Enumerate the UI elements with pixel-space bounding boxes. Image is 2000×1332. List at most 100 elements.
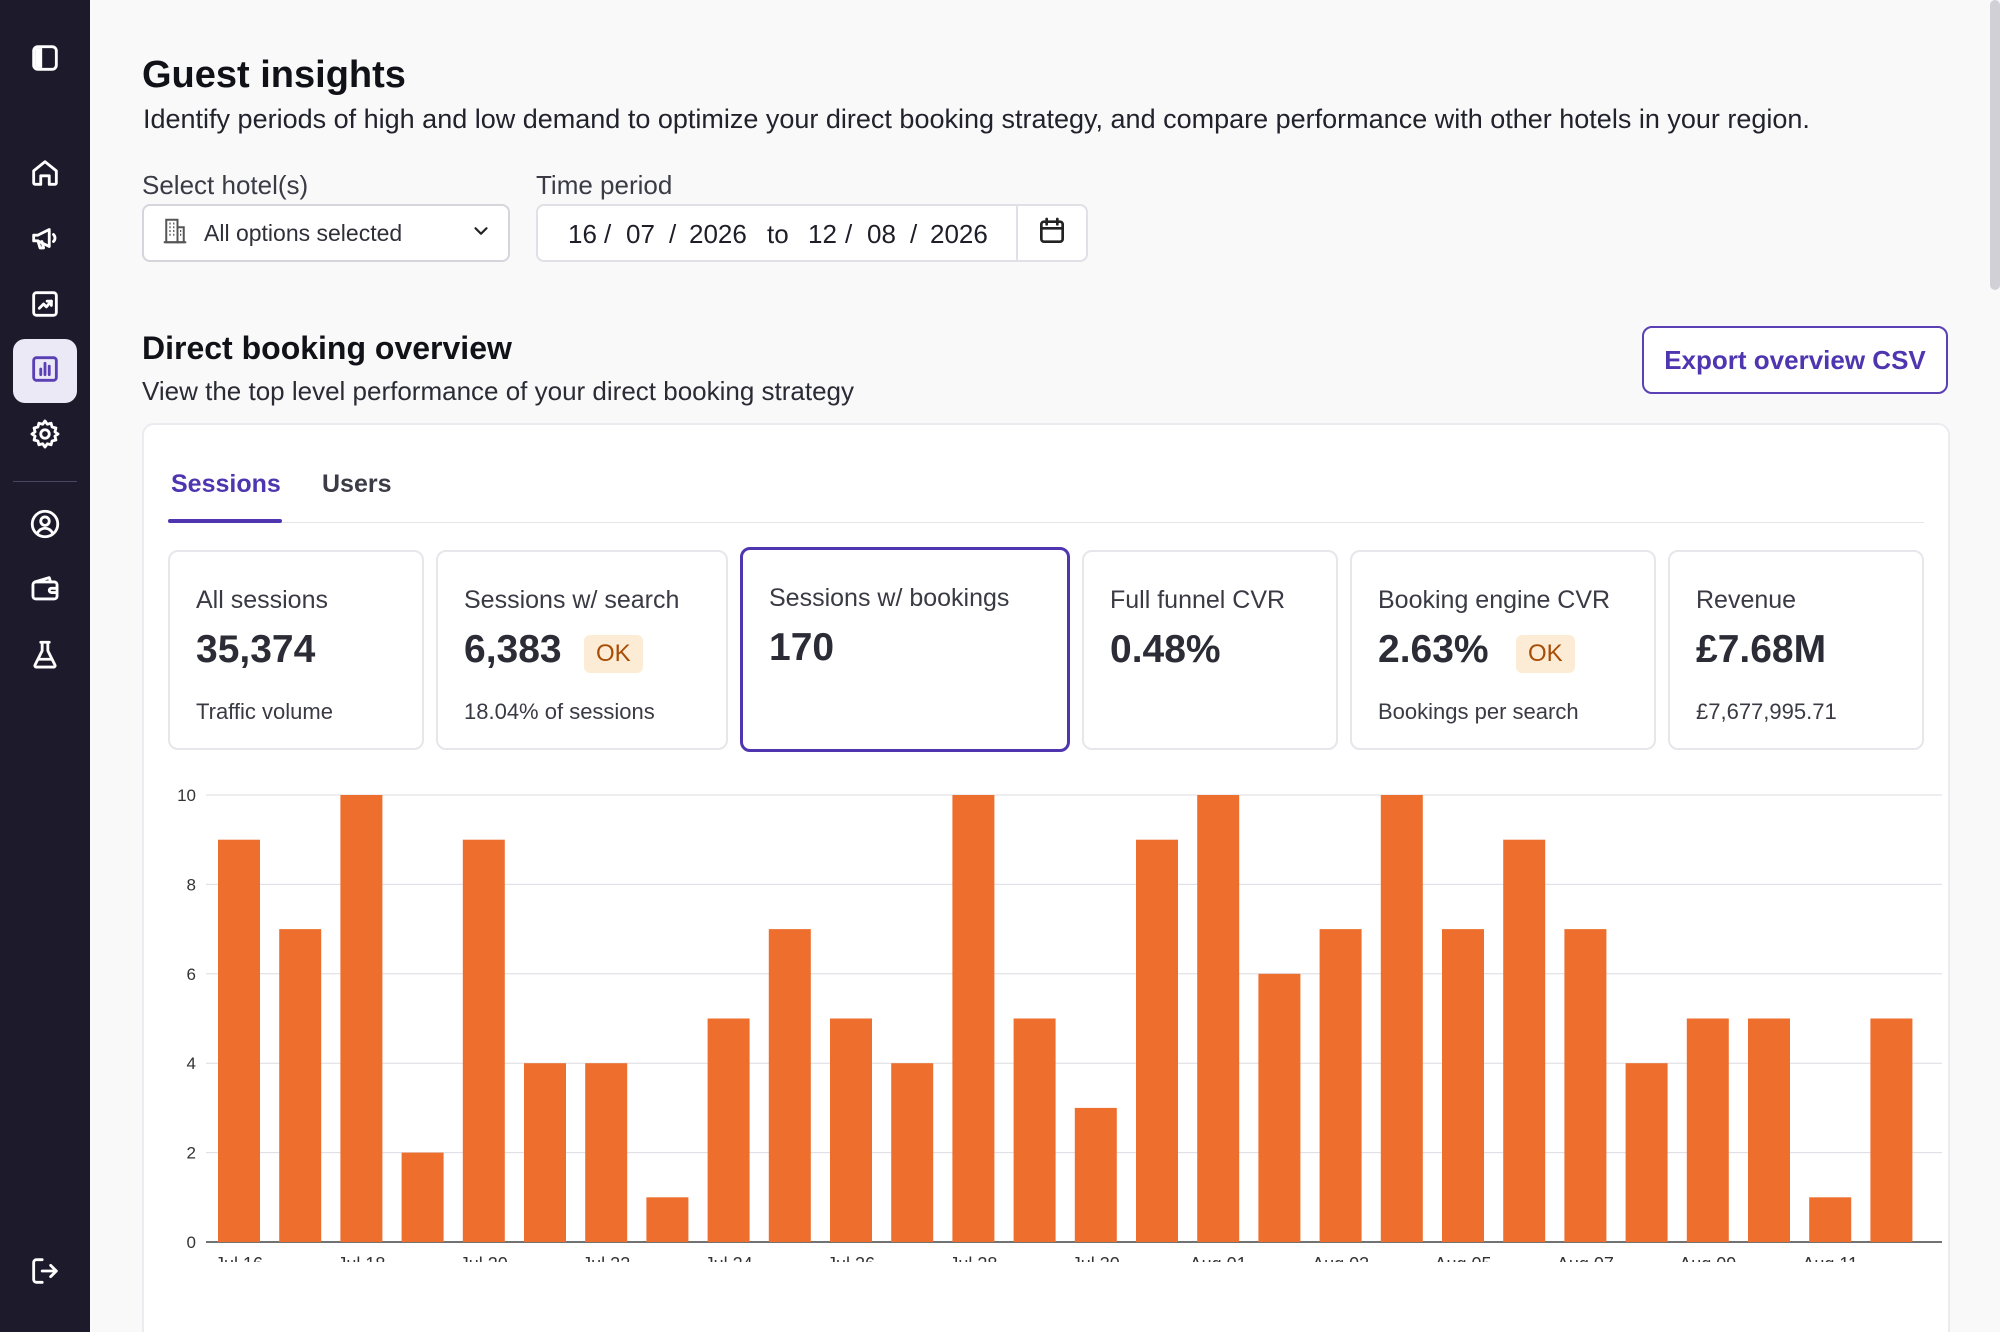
panel-left-icon	[28, 41, 62, 80]
start-year-field[interactable]: 2026	[689, 219, 747, 249]
bar[interactable]	[768, 929, 811, 1242]
bar[interactable]	[462, 839, 505, 1242]
sidebar	[0, 0, 90, 1332]
start-month-field[interactable]: 07	[626, 219, 655, 249]
x-tick-label: Jul 22	[582, 1254, 630, 1262]
sidebar-toggle-button[interactable]	[13, 28, 77, 92]
bar[interactable]	[1625, 1063, 1668, 1242]
bar[interactable]	[279, 929, 322, 1242]
metric-card-sessions-with-bookings[interactable]: Sessions w/ bookings 170	[740, 547, 1070, 752]
bar[interactable]	[952, 795, 995, 1242]
bar[interactable]	[1809, 1197, 1852, 1242]
bar[interactable]	[1748, 1018, 1790, 1243]
bar[interactable]	[891, 1063, 934, 1242]
bar[interactable]	[585, 1063, 628, 1242]
logout-icon	[28, 1254, 62, 1293]
megaphone-icon	[28, 221, 62, 260]
sidebar-item-settings[interactable]	[13, 404, 77, 468]
y-tick-label: 4	[187, 1054, 196, 1073]
bar[interactable]	[340, 795, 383, 1242]
metric-subtext: Traffic volume	[196, 699, 333, 724]
building-icon	[160, 216, 190, 251]
y-tick-label: 2	[187, 1144, 196, 1163]
metric-subtext: Bookings per search	[1378, 699, 1579, 724]
sidebar-item-wallet[interactable]	[13, 559, 77, 623]
tab-users[interactable]: Users	[322, 470, 392, 498]
bar[interactable]	[830, 1018, 872, 1243]
calendar-icon	[1036, 215, 1068, 252]
x-tick-label: Jul 26	[827, 1254, 875, 1262]
metric-label: Booking engine CVR	[1378, 586, 1611, 614]
bar[interactable]	[1136, 839, 1178, 1242]
sessions-bar-chart: 0 2 4 6 8 10 Jul 16 Jul 18 Jul 20 Jul 22 Jul 24 Jul…	[177, 786, 1942, 1262]
x-tick-label: Aug 11	[1802, 1254, 1858, 1262]
metric-card-booking-engine-cvr[interactable]: Booking engine CVR 2.63% OK Bookings per…	[1350, 550, 1656, 750]
end-year-field[interactable]: 2026	[930, 219, 988, 249]
bar[interactable]	[524, 1063, 566, 1242]
bar[interactable]	[1013, 1018, 1056, 1243]
page-title: Guest insights	[142, 54, 406, 96]
bar[interactable]	[646, 1197, 689, 1242]
bar-chart-icon	[28, 352, 62, 391]
bar[interactable]	[1074, 1107, 1117, 1242]
metric-card-full-funnel-cvr[interactable]: Full funnel CVR 0.48%	[1082, 550, 1338, 750]
bar[interactable]	[1258, 973, 1301, 1242]
bar[interactable]	[1503, 839, 1546, 1242]
section-subtitle: View the top level performance of your d…	[142, 376, 855, 406]
bar[interactable]	[1197, 795, 1240, 1242]
sidebar-item-trends[interactable]	[13, 274, 77, 338]
metric-value: 6,383	[464, 628, 562, 671]
overview-card: Sessions Users All sessions 35,374 Traff…	[142, 423, 1950, 1332]
metric-label: Sessions w/ search	[464, 586, 680, 614]
metric-card-all-sessions[interactable]: All sessions 35,374 Traffic volume	[168, 550, 424, 750]
active-tab-indicator	[168, 519, 282, 523]
logout-button[interactable]	[13, 1241, 77, 1305]
metric-card-sessions-with-search[interactable]: Sessions w/ search 6,383 OK 18.04% of se…	[436, 550, 728, 750]
x-tick-label: Jul 24	[705, 1254, 753, 1262]
bar[interactable]	[1319, 929, 1362, 1242]
scrollbar[interactable]	[1990, 0, 2000, 290]
hotel-select-label: Select hotel(s)	[142, 170, 309, 200]
status-badge: OK	[1516, 635, 1575, 673]
bar[interactable]	[707, 1018, 750, 1243]
metric-subtext: 18.04% of sessions	[464, 699, 655, 724]
start-day-field[interactable]: 16	[568, 219, 597, 249]
tabs-divider	[168, 522, 1924, 523]
end-month-field[interactable]: 08	[867, 219, 896, 249]
sidebar-item-experiments[interactable]	[13, 625, 77, 689]
x-tick-label: Jul 16	[215, 1254, 263, 1262]
sidebar-item-home[interactable]	[13, 143, 77, 207]
date-separator: /	[845, 219, 853, 249]
bar[interactable]	[1442, 929, 1484, 1242]
bar[interactable]	[218, 839, 260, 1242]
time-period-label: Time period	[536, 170, 673, 200]
metric-label: Revenue	[1696, 586, 1797, 614]
bar[interactable]	[1380, 795, 1423, 1242]
export-csv-button[interactable]: Export overview CSV	[1642, 326, 1948, 394]
metric-value: 0.48%	[1110, 628, 1221, 671]
hotel-select[interactable]: All options selected	[142, 204, 510, 262]
trending-chart-icon	[28, 287, 62, 326]
x-tick-label: Jul 28	[949, 1254, 997, 1262]
end-day-field[interactable]: 12	[808, 219, 837, 249]
x-tick-label: Jul 30	[1072, 1254, 1120, 1262]
sidebar-item-insights[interactable]	[13, 339, 77, 403]
gear-icon	[28, 417, 62, 456]
sidebar-item-campaigns[interactable]	[13, 208, 77, 272]
calendar-button[interactable]	[1016, 206, 1086, 260]
metric-label: All sessions	[196, 586, 328, 614]
bar[interactable]	[401, 1152, 444, 1242]
tab-sessions[interactable]: Sessions	[171, 470, 281, 498]
section-title: Direct booking overview	[142, 330, 512, 366]
date-separator: /	[604, 219, 612, 249]
date-separator: /	[669, 219, 677, 249]
sidebar-item-account[interactable]	[13, 494, 77, 558]
date-separator: /	[910, 219, 918, 249]
bar[interactable]	[1686, 1018, 1729, 1243]
metric-card-revenue[interactable]: Revenue £7.68M £7,677,995.71	[1668, 550, 1924, 750]
bar[interactable]	[1564, 929, 1607, 1242]
metric-value: 35,374	[196, 628, 316, 671]
bar[interactable]	[1870, 1018, 1913, 1243]
main-content: Guest insights Identify periods of high …	[90, 0, 2000, 1332]
metric-value: 2.63%	[1378, 628, 1489, 671]
